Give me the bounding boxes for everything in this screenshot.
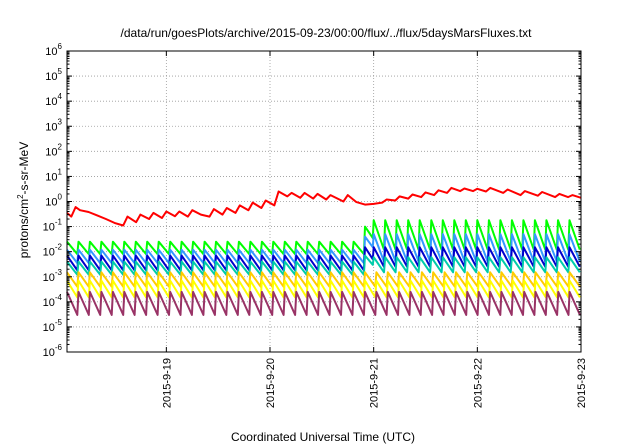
y-axis-label-base: protons/cm <box>17 199 31 258</box>
x-tick-label: 2015-9-23 <box>576 358 588 408</box>
series-line-3 <box>66 233 581 265</box>
y-tick-label: 10-5 <box>43 318 63 334</box>
y-tick-label: 101 <box>45 167 62 183</box>
x-tick-label: 2015-9-21 <box>369 358 381 408</box>
y-tick-label: 104 <box>45 92 62 108</box>
y-tick-label: 10-3 <box>43 268 63 284</box>
x-axis-label: Coordinated Universal Time (UTC) <box>231 430 415 444</box>
y-tick-label: 105 <box>45 67 62 83</box>
y-tick-label: 10-6 <box>43 343 63 359</box>
chart-title: /data/run/goesPlots/archive/2015-09-23/0… <box>121 26 533 40</box>
y-tick-label: 102 <box>45 142 62 158</box>
x-tick-label: 2015-9-22 <box>472 358 484 408</box>
series-line-2 <box>66 219 581 256</box>
y-tick-label: 10-2 <box>43 243 63 259</box>
series-line-7 <box>66 279 581 299</box>
series-line-4 <box>66 246 581 272</box>
y-axis-label-rest: -s-sr-MeV <box>17 142 31 195</box>
y-tick-label: 100 <box>45 193 62 209</box>
y-tick-label: 106 <box>45 42 62 58</box>
y-tick-label: 10-4 <box>43 293 63 309</box>
y-axis-label-sup: 2 <box>16 194 25 199</box>
grid-lines <box>67 51 581 352</box>
series-line-8 <box>66 290 581 316</box>
y-tick-label: 10-1 <box>43 218 63 234</box>
x-tick-label: 2015-9-19 <box>161 358 173 408</box>
series-line-6 <box>66 271 581 288</box>
y-axis-label: protons/cm2-s-sr-MeV <box>16 142 31 258</box>
series-group <box>66 186 582 316</box>
plot-frame <box>66 50 582 353</box>
axes: 10-6 10-5 10-4 10-3 10-2 10-1 100 101 102 103 104 1… <box>43 42 588 408</box>
x-tick-label: 2015-9-20 <box>265 358 277 408</box>
series-line-1 <box>66 186 582 227</box>
series-line-5 <box>66 254 581 276</box>
y-tick-label: 103 <box>45 117 62 133</box>
